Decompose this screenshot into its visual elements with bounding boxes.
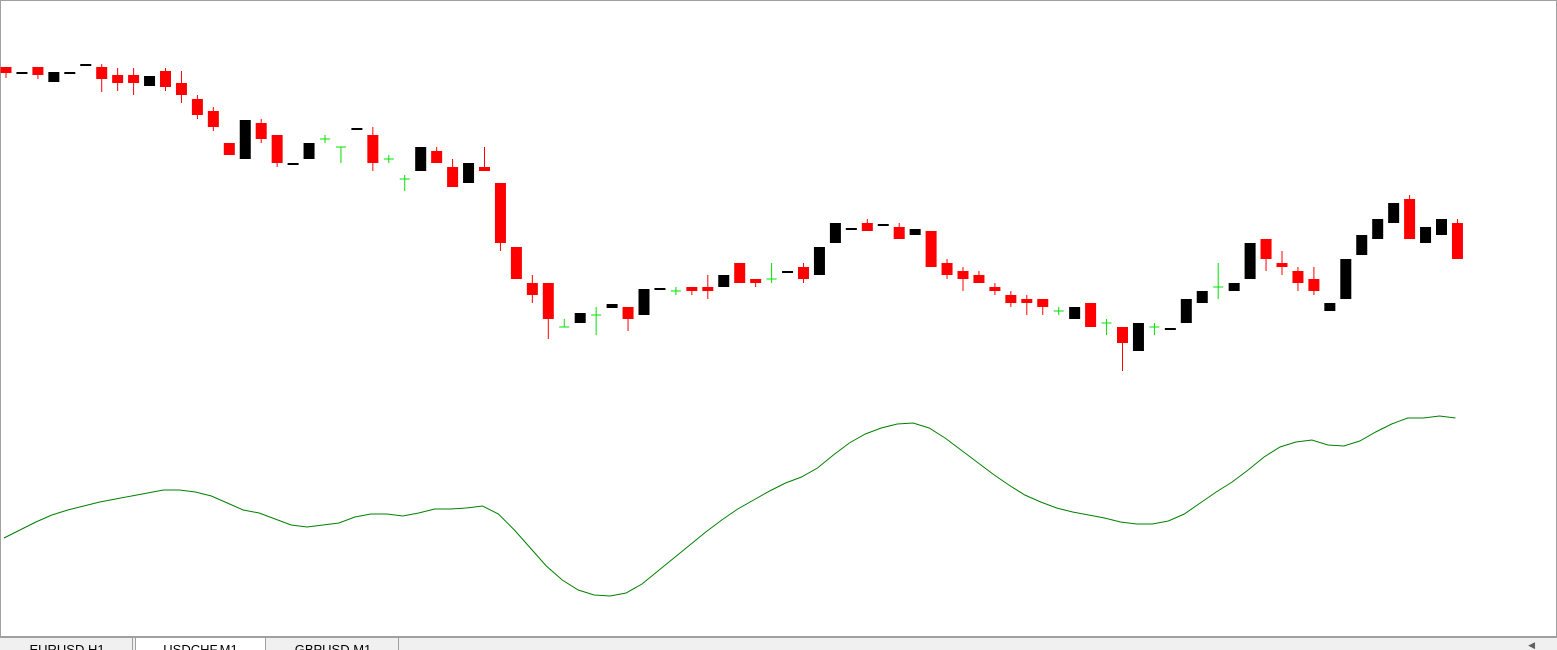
- candle-body: [622, 307, 634, 319]
- candle-body: [287, 163, 299, 165]
- candle-body: [32, 67, 44, 75]
- candle-body: [1037, 299, 1049, 307]
- candle-body: [1420, 227, 1432, 243]
- candle-body: [1372, 219, 1384, 239]
- scroll-arrow[interactable]: ◀: [1528, 640, 1535, 650]
- candle-body: [494, 183, 506, 243]
- candle-body: [0, 67, 12, 73]
- candle-body: [957, 271, 969, 279]
- candle-body: [128, 75, 140, 83]
- candle-body: [877, 224, 889, 226]
- candle-body: [989, 287, 1001, 291]
- candle-body: [1132, 323, 1144, 351]
- candle-body: [351, 128, 363, 130]
- candle-body: [973, 275, 985, 283]
- candle-body: [1308, 279, 1320, 291]
- candle-body: [1276, 263, 1288, 267]
- candle-body: [941, 263, 953, 275]
- candle-body: [702, 287, 714, 291]
- candle-body: [415, 147, 427, 171]
- candle-body: [112, 75, 124, 83]
- candle-body: [654, 288, 666, 290]
- candle-body: [1228, 283, 1240, 291]
- candle-body: [175, 83, 187, 95]
- candle-body: [207, 111, 219, 127]
- candle-body: [1117, 327, 1128, 343]
- candle-body: [782, 271, 794, 273]
- candle-body: [144, 76, 156, 86]
- candle-body: [239, 120, 251, 159]
- tab[interactable]: USDCHF,M1: [135, 638, 266, 650]
- candle-body: [1436, 219, 1447, 235]
- candle-body: [861, 223, 873, 231]
- candle-body: [606, 304, 618, 308]
- candle-body: [1451, 223, 1463, 259]
- candle-body: [925, 231, 937, 267]
- tab[interactable]: GBPUSD,M1: [268, 638, 399, 650]
- candle-body: [1196, 291, 1208, 303]
- candle-body: [191, 99, 203, 115]
- candle-body: [1292, 271, 1304, 283]
- candle-body: [686, 287, 698, 291]
- candle-body: [510, 247, 522, 279]
- candle-body: [64, 72, 76, 74]
- candle-body: [750, 279, 762, 283]
- candle-body: [367, 135, 379, 163]
- candle-body: [1260, 239, 1272, 259]
- candle-body: [718, 275, 730, 287]
- candle-body: [271, 135, 283, 163]
- candle-body: [574, 313, 586, 323]
- candle-body: [16, 72, 28, 74]
- candle-body: [1085, 303, 1097, 327]
- candle-body: [798, 267, 809, 279]
- candle-body: [1005, 295, 1017, 303]
- candle-body: [479, 167, 490, 171]
- candle-body: [80, 64, 92, 66]
- candle-body: [96, 67, 108, 79]
- candle-body: [829, 223, 841, 243]
- candle-body: [223, 143, 235, 155]
- candle-body: [1164, 328, 1176, 330]
- candle-body: [845, 228, 857, 230]
- candle-body: [1356, 235, 1368, 255]
- candle-body: [638, 289, 650, 315]
- candle-body: [542, 283, 554, 319]
- candle-body: [909, 229, 921, 235]
- candle-body: [1180, 299, 1192, 323]
- candle-body: [303, 143, 315, 159]
- candle-body: [893, 227, 905, 239]
- candle-body: [1324, 303, 1336, 311]
- candle-body: [255, 123, 267, 139]
- candle-body: [526, 283, 538, 295]
- candle-body: [160, 71, 171, 87]
- candle-body: [1069, 307, 1081, 319]
- tab-bar: ◀ EURUSD,H1 USDCHF,M1 GBPUSD,M1: [0, 637, 1557, 650]
- indicator-line: [3, 415, 1456, 597]
- candle-body: [1021, 299, 1033, 303]
- candle-body: [447, 167, 459, 187]
- candle-body: [813, 247, 825, 275]
- candle-body: [1388, 203, 1400, 223]
- candle-body: [431, 151, 443, 163]
- tab[interactable]: EURUSD,H1: [2, 638, 133, 650]
- candle-body: [734, 263, 746, 283]
- candle-body: [1340, 259, 1352, 299]
- candle-body: [1244, 243, 1256, 279]
- candle-body: [463, 163, 475, 183]
- candle-body: [48, 72, 60, 82]
- candle-body: [1404, 199, 1416, 239]
